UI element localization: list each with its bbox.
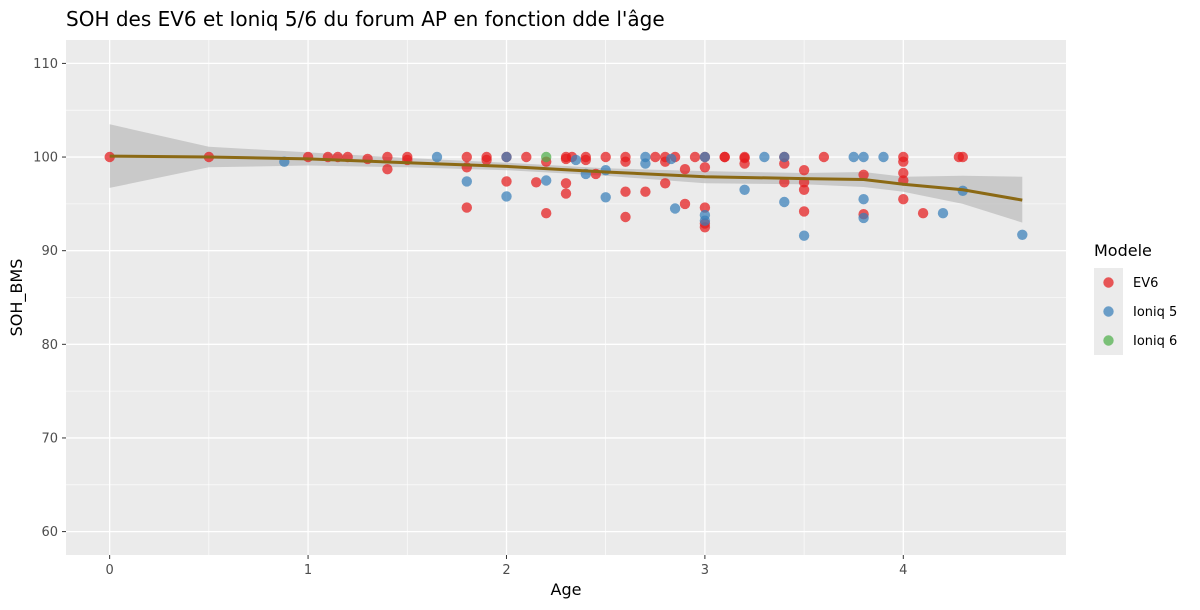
point-ev6 <box>660 178 671 189</box>
point-ev6 <box>620 211 631 223</box>
point-ev6 <box>699 162 711 173</box>
point-ioniq-5 <box>798 230 810 241</box>
point-ev6 <box>898 156 909 167</box>
confidence-ribbon-layer <box>109 124 1023 223</box>
point-ev6 <box>689 151 701 163</box>
point-ev6 <box>858 169 869 180</box>
point-ev6 <box>739 158 750 169</box>
x-tick-label: 1 <box>304 563 312 578</box>
point-ioniq-5 <box>848 151 859 163</box>
y-axis-title: SOH_BMS <box>7 259 27 337</box>
point-ev6 <box>898 194 909 205</box>
y-tick-label: 60 <box>41 525 58 540</box>
legend-label-ioniq-6: Ioniq 6 <box>1133 334 1177 349</box>
legend-key-ev6 <box>1103 277 1114 288</box>
point-ev6 <box>501 176 512 187</box>
confidence-ribbon <box>109 124 1023 223</box>
point-ioniq-5 <box>858 194 869 205</box>
point-ev6 <box>481 154 492 166</box>
point-ev6 <box>302 151 314 163</box>
point-ev6 <box>898 167 909 179</box>
point-ev6 <box>461 202 472 213</box>
point-ev6 <box>640 186 651 197</box>
point-ioniq-5 <box>858 151 869 163</box>
y-tick-label: 110 <box>33 57 58 72</box>
point-ioniq-5 <box>779 151 790 163</box>
point-ioniq-5 <box>878 151 889 163</box>
y-axis-ticks: 60 70 80 90 100 110 <box>33 57 66 540</box>
point-ev6 <box>798 165 810 176</box>
x-tick-label: 0 <box>106 563 114 578</box>
point-ev6 <box>650 151 661 163</box>
point-ev6 <box>620 186 631 197</box>
point-ev6 <box>798 184 810 195</box>
points-layer <box>104 151 1028 241</box>
point-ioniq-5 <box>600 192 611 203</box>
point-ev6 <box>818 151 830 163</box>
chart-title: SOH des EV6 et Ioniq 5/6 du forum AP en … <box>66 7 665 31</box>
point-ioniq-5 <box>1017 229 1028 240</box>
point-ioniq-5 <box>699 151 711 163</box>
point-ev6 <box>620 156 631 167</box>
point-ev6 <box>560 188 572 199</box>
point-ev6 <box>719 151 730 163</box>
point-ev6 <box>679 198 691 210</box>
y-tick-label: 100 <box>33 151 58 166</box>
point-ioniq-5 <box>600 165 611 176</box>
point-ev6 <box>560 178 572 189</box>
legend-label-ev6: EV6 <box>1133 276 1158 291</box>
point-ev6 <box>699 202 711 213</box>
y-tick-label: 80 <box>41 338 58 353</box>
point-ev6 <box>531 177 542 188</box>
grid-minor <box>66 40 1066 555</box>
legend-title: Modele <box>1094 241 1152 260</box>
y-tick-label: 90 <box>41 244 58 259</box>
point-ev6 <box>600 151 611 163</box>
point-ev6 <box>679 164 691 175</box>
point-ioniq-5 <box>431 151 443 163</box>
legend-item-ioniq-6: Ioniq 6 <box>1094 326 1177 355</box>
point-ioniq-5 <box>669 203 681 214</box>
point-ev6 <box>521 151 532 163</box>
point-ev6 <box>798 206 810 217</box>
x-axis-ticks: 0 1 2 3 4 <box>106 555 907 578</box>
point-ev6 <box>580 154 591 166</box>
point-ioniq-5 <box>461 176 472 187</box>
smooth-line-layer <box>109 154 1023 202</box>
point-ioniq-5 <box>570 154 582 166</box>
point-ioniq-5 <box>501 191 512 202</box>
x-tick-label: 3 <box>701 563 709 578</box>
legend-item-ev6: EV6 <box>1094 268 1158 297</box>
point-ev6 <box>957 151 968 163</box>
point-ioniq-5 <box>779 196 790 208</box>
point-ev6 <box>917 208 929 219</box>
point-ev6 <box>541 208 552 219</box>
point-ioniq-5 <box>666 153 677 165</box>
x-tick-label: 2 <box>502 563 510 578</box>
x-tick-label: 4 <box>899 563 907 578</box>
point-ioniq-5 <box>541 175 552 186</box>
y-tick-label: 70 <box>41 431 58 446</box>
legend-key-ioniq-5 <box>1103 306 1114 317</box>
point-ioniq-5 <box>937 208 949 219</box>
legend-label-ioniq-5: Ioniq 5 <box>1133 305 1177 320</box>
point-ioniq-5 <box>501 151 512 163</box>
point-ioniq-5 <box>739 184 750 195</box>
legend-item-ioniq-5: Ioniq 5 <box>1094 297 1177 326</box>
point-ioniq-5 <box>699 215 711 226</box>
smooth-line <box>109 154 1023 202</box>
point-ev6 <box>382 164 393 175</box>
x-axis-title: Age <box>551 580 582 599</box>
legend-key-ioniq-6 <box>1103 335 1114 346</box>
point-ev6 <box>461 151 472 163</box>
point-ioniq-6 <box>541 151 552 163</box>
point-ev6 <box>382 151 393 163</box>
point-ioniq-5 <box>759 151 770 163</box>
point-ioniq-5 <box>858 212 869 224</box>
point-ioniq-5 <box>640 158 651 169</box>
legend: Modele EV6 Ioniq 5 Ioniq 6 <box>1094 241 1177 355</box>
